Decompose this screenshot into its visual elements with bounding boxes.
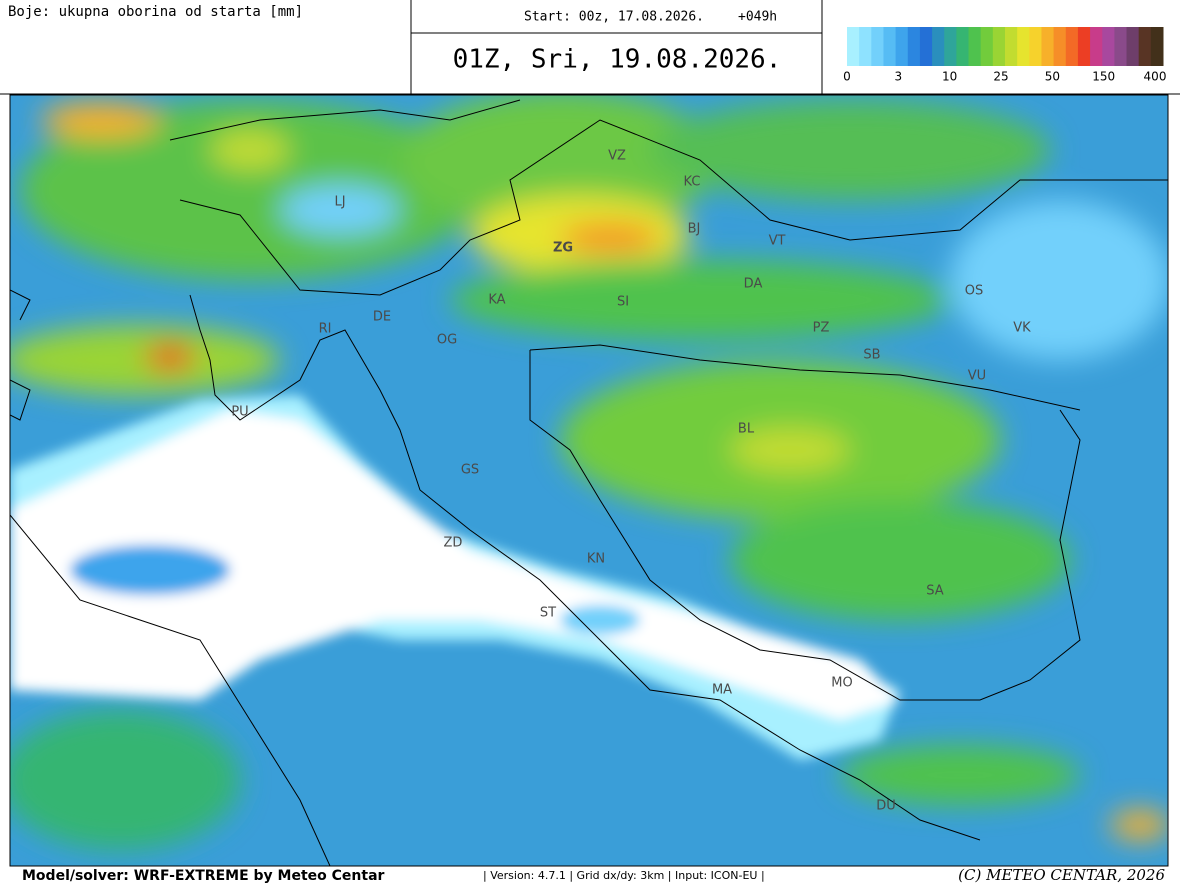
colorbar-label: 25 [993, 70, 1008, 84]
city-label: RI [319, 322, 332, 337]
colorbar-swatch [883, 27, 897, 66]
city-label: SI [617, 295, 629, 310]
footer-copyright: (C) METEO CENTAR, 2026 [958, 866, 1165, 884]
colorbar-swatch [980, 27, 994, 66]
city-label: ST [540, 606, 556, 621]
colorbar-label: 3 [895, 70, 903, 84]
city-label: VU [968, 369, 986, 384]
city-label: OG [437, 333, 457, 348]
city-label: VK [1013, 321, 1031, 336]
precip-field: VZ KC LJ BJ ZG VT KA SI DA OS DE PZ RI OG VK SB VU PU BL GS… [10, 95, 1168, 866]
city-label: DE [373, 310, 391, 325]
colorbar-label: 400 [1144, 70, 1167, 84]
lead-time: +049h [738, 10, 777, 25]
colorbar-swatch [1114, 27, 1128, 66]
city-label: MO [831, 676, 852, 691]
footer-model: Model/solver: WRF-EXTREME by Meteo Centa… [22, 868, 385, 884]
colorbar-swatch [907, 27, 921, 66]
colorbar-swatch [1041, 27, 1055, 66]
map-frame [9, 94, 1169, 867]
colorbar-swatch [1090, 27, 1103, 66]
city-label: DA [744, 277, 763, 292]
colorbar-label: 150 [1092, 70, 1115, 84]
city-label: ZD [444, 536, 463, 551]
colorbar-swatch [1029, 27, 1042, 66]
city-label: ZG [553, 241, 573, 256]
city-label: VZ [608, 149, 626, 164]
city-label: PU [231, 405, 248, 420]
start-time: Start: 00z, 17.08.2026. [524, 10, 704, 25]
colorbar-swatch [859, 27, 872, 66]
colorbar-swatch [968, 27, 982, 66]
colorbar-label: 50 [1045, 70, 1060, 84]
city-label: KN [587, 552, 605, 567]
city-label: MA [712, 683, 732, 698]
colorbar-swatch [932, 27, 945, 66]
city-label: GS [461, 463, 479, 478]
colorbar-swatch [1017, 27, 1030, 66]
city-label: PZ [813, 321, 830, 336]
colorbar-swatch [895, 27, 909, 66]
colorbar-swatch [944, 27, 957, 66]
city-label: OS [965, 284, 983, 299]
colorbar: 0 3 10 25 50 150 400 [843, 27, 1166, 84]
colorbar-label: 0 [843, 70, 851, 84]
colorbar-swatch [1150, 27, 1164, 66]
colorbar-label: 10 [942, 70, 957, 84]
colorbar-swatch [847, 27, 860, 66]
legend-title: Boje: ukupna oborina od starta [mm] [8, 4, 303, 20]
colorbar-swatch [1053, 27, 1067, 66]
colorbar-swatch [992, 27, 1006, 66]
colorbar-swatch [1102, 27, 1115, 66]
city-label: KA [488, 293, 505, 308]
city-label: SA [926, 584, 943, 599]
city-label: LJ [334, 195, 345, 210]
colorbar-swatch [1126, 27, 1140, 66]
valid-time: 01Z, Sri, 19.08.2026. [453, 45, 782, 75]
colorbar-swatch [1005, 27, 1018, 66]
footer-info: | Version: 4.7.1 | Grid dx/dy: 3km | Inp… [483, 869, 765, 882]
colorbar-swatch [1077, 27, 1091, 66]
city-label: BL [738, 422, 755, 437]
colorbar-swatch [871, 27, 884, 66]
city-label: SB [863, 348, 880, 363]
colorbar-swatch [956, 27, 970, 66]
colorbar-swatch [1138, 27, 1152, 66]
city-label: BJ [688, 222, 701, 237]
city-label: VT [769, 234, 786, 249]
city-label: DU [876, 799, 896, 814]
colorbar-swatch [919, 27, 933, 66]
city-label: KC [684, 175, 701, 190]
colorbar-swatch [1065, 27, 1079, 66]
